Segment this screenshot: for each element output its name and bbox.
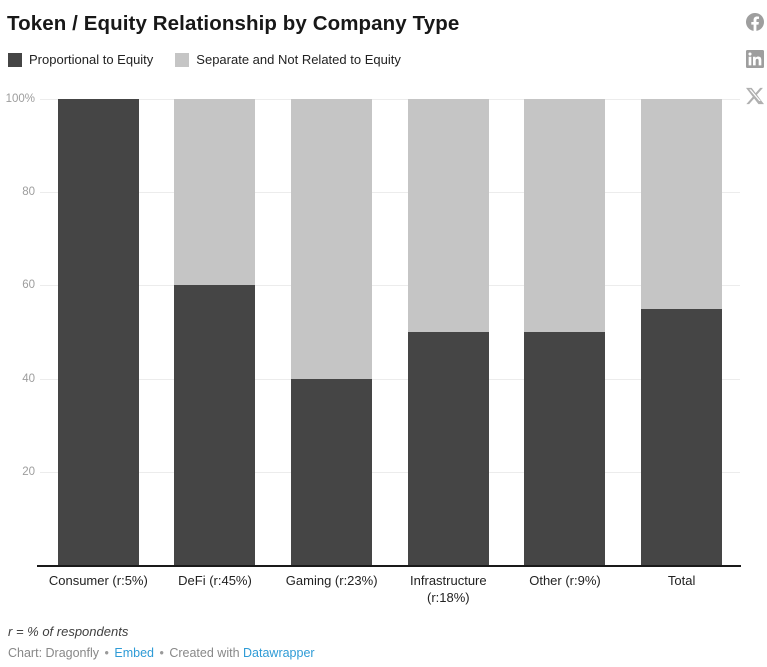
legend: Proportional to Equity Separate and Not …: [8, 52, 401, 67]
stacked-bar-chart: 100% 80 60 40 20 Consumer (r:5%) DeFi (r:45%)…: [0, 93, 767, 619]
y-tick-label: 60: [22, 279, 35, 292]
bar-segment-proportional[interactable]: [641, 308, 723, 565]
bar-column: [273, 99, 390, 565]
legend-swatch-dark: [8, 52, 22, 67]
bar-segment-proportional[interactable]: [524, 332, 606, 565]
bar-segment-proportional[interactable]: [407, 332, 489, 565]
chart-byline: Chart: Dragonfly • Embed • Created with …: [8, 646, 315, 660]
x-axis-label: Consumer (r:5%): [48, 573, 148, 588]
bar-segment-separate[interactable]: [524, 99, 606, 332]
legend-label: Separate and Not Related to Equity: [196, 52, 401, 67]
bar-column: [390, 99, 507, 565]
embed-link[interactable]: Embed: [114, 646, 154, 660]
bar-segment-proportional[interactable]: [291, 378, 373, 565]
datawrapper-link[interactable]: Datawrapper: [243, 646, 315, 660]
bar-segment-separate[interactable]: [174, 99, 256, 286]
legend-item-proportional: Proportional to Equity: [8, 52, 153, 67]
gridline: [40, 192, 740, 194]
bar-segment-proportional[interactable]: [174, 285, 256, 565]
x-axis-label: Infrastructure (r:18%): [410, 573, 487, 605]
byline-created-with: Created with: [169, 646, 240, 660]
bar-column: [507, 99, 624, 565]
chart-footnote: r = % of respondents: [8, 624, 129, 639]
legend-label: Proportional to Equity: [29, 52, 154, 67]
y-tick-label: 80: [22, 186, 35, 199]
x-axis-label: Gaming (r:23%): [285, 573, 378, 588]
x-share-icon[interactable]: [746, 87, 764, 105]
bar-segment-separate[interactable]: [291, 99, 373, 379]
gridline: [40, 471, 740, 473]
bar-segment-separate[interactable]: [407, 99, 489, 332]
x-axis-label: Other (r:9%): [529, 573, 601, 588]
byline-credit: Chart: Dragonfly: [8, 646, 100, 660]
y-tick-label: 40: [22, 372, 35, 385]
bar-segment-separate[interactable]: [641, 99, 723, 309]
linkedin-share-icon[interactable]: [746, 50, 764, 68]
facebook-icon: [746, 13, 764, 31]
gridline: [40, 99, 740, 100]
byline-separator: •: [104, 646, 109, 660]
byline-separator: •: [159, 646, 164, 660]
legend-swatch-light: [175, 52, 190, 67]
facebook-share-icon[interactable]: [746, 13, 764, 31]
bar-column: [623, 99, 740, 565]
chart-title: Token / Equity Relationship by Company T…: [7, 12, 460, 35]
x-axis-line: [37, 565, 741, 567]
y-tick-label: 20: [22, 465, 35, 478]
x-axis-label: Total: [667, 573, 696, 588]
linkedin-icon: [746, 50, 764, 68]
bar-column: [40, 99, 157, 565]
y-tick-label: 100%: [5, 93, 35, 105]
share-buttons: [746, 13, 764, 105]
bar-segment-proportional[interactable]: [57, 99, 139, 565]
gridline: [40, 378, 740, 380]
x-axis-label: DeFi (r:45%): [178, 573, 252, 588]
bar-column: [157, 99, 274, 565]
x-icon: [746, 87, 764, 105]
gridline: [40, 285, 740, 287]
legend-item-separate: Separate and Not Related to Equity: [175, 52, 401, 67]
